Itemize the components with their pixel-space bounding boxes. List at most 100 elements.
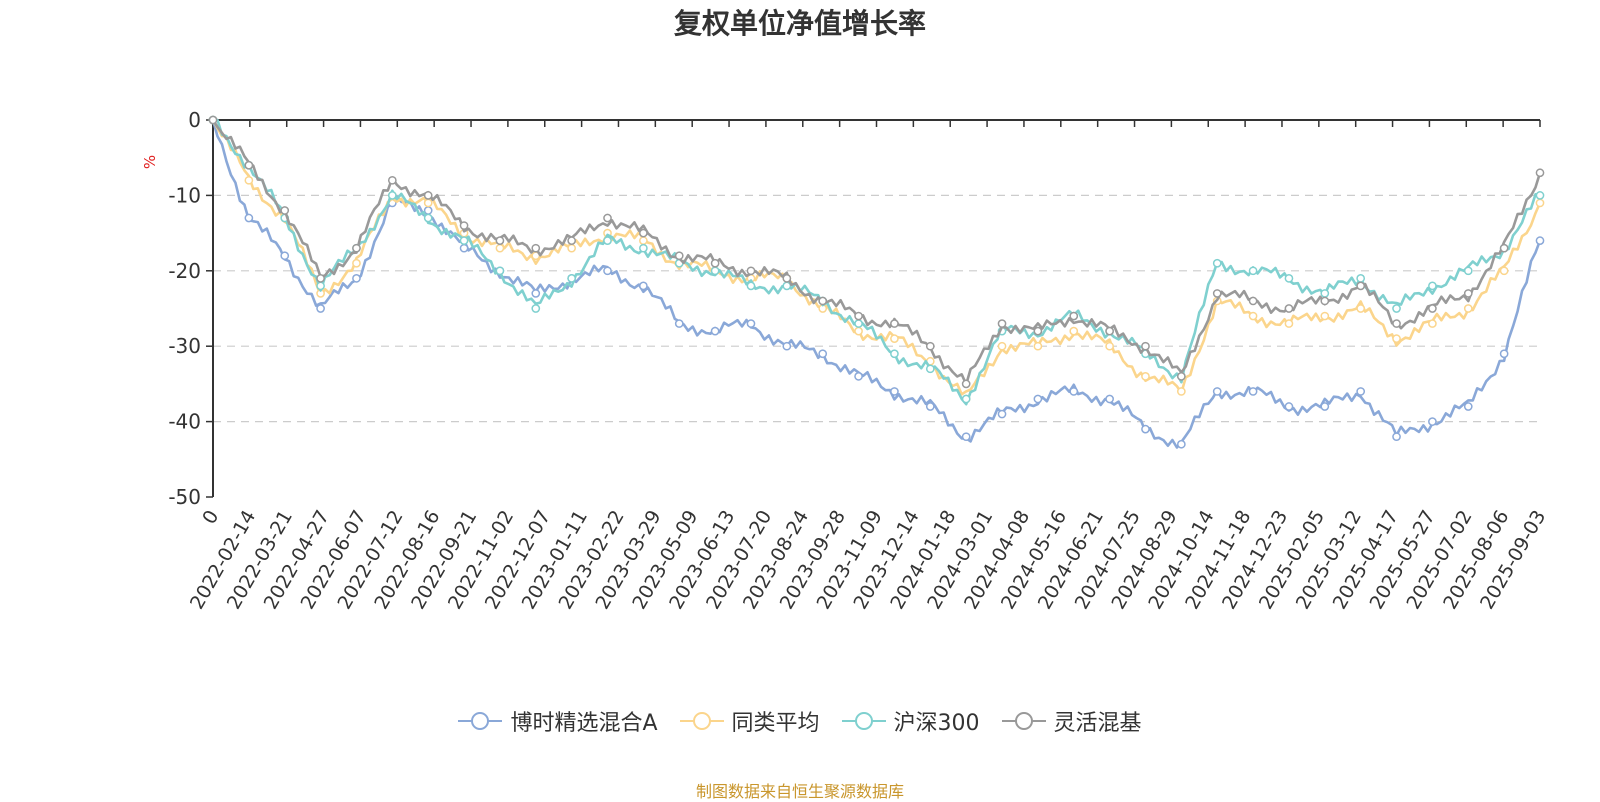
legend-item-1[interactable]: 博时精选混合A (458, 705, 658, 737)
data-point (710, 258, 720, 268)
data-point (459, 243, 469, 253)
data-point (280, 206, 290, 215)
data-point (1356, 387, 1366, 396)
data-point (1392, 319, 1401, 328)
data-point (1356, 273, 1366, 283)
data-point (639, 281, 648, 291)
data-point (1141, 424, 1150, 434)
data-point (1428, 417, 1437, 426)
legend-symbol-icon (1001, 712, 1046, 730)
data-point (387, 175, 397, 185)
data-point (1356, 281, 1366, 291)
data-point (890, 349, 899, 359)
legend-item-3[interactable]: 沪深300 (841, 705, 980, 737)
data-point (818, 349, 828, 359)
data-point (603, 213, 612, 223)
data-point (890, 387, 899, 396)
data-point (1177, 387, 1186, 396)
data-point (1463, 266, 1473, 276)
source-note: 制图数据来自恒生聚源数据库 (695, 782, 904, 801)
data-point (1069, 311, 1079, 321)
data-point (1033, 341, 1043, 351)
data-point (1499, 349, 1509, 359)
y-tick-label: -30 (168, 334, 201, 358)
x-tick-label: 0 (198, 507, 223, 528)
data-point (639, 236, 648, 245)
data-point (1535, 191, 1545, 200)
data-point (531, 243, 541, 253)
series-line-3 (213, 118, 1541, 406)
data-point (854, 372, 863, 381)
legend-label: 博时精选混合A (510, 711, 658, 736)
data-point (387, 191, 397, 200)
data-point (531, 304, 541, 313)
data-point (567, 236, 576, 245)
data-point (1284, 273, 1294, 283)
data-point (1320, 296, 1330, 306)
data-point (1141, 341, 1150, 351)
legend-symbol-icon (841, 712, 886, 730)
data-point (639, 228, 648, 238)
data-point (782, 273, 792, 283)
data-point (316, 281, 325, 291)
data-point (244, 213, 254, 223)
data-point (423, 213, 433, 223)
data-point (423, 206, 433, 215)
data-point (854, 311, 863, 321)
data-point (818, 296, 828, 306)
data-point (1105, 394, 1114, 404)
data-point (1320, 289, 1330, 298)
data-point (316, 273, 325, 283)
legend-label: 沪深300 (893, 711, 980, 736)
data-point (997, 341, 1007, 351)
data-point (1320, 402, 1330, 411)
legend-symbol-icon (458, 712, 503, 730)
y-tick-label: -40 (168, 410, 201, 434)
legend-item-2[interactable]: 同类平均 (679, 705, 820, 737)
data-point (1535, 168, 1545, 178)
data-point (1284, 319, 1294, 328)
data-point (352, 258, 361, 268)
data-point (890, 334, 899, 344)
data-point (1105, 341, 1114, 351)
series-line-2 (211, 119, 1542, 396)
legend-item-4[interactable]: 灵活混基 (1001, 705, 1142, 737)
data-point (1212, 387, 1222, 396)
data-point (1248, 296, 1258, 306)
data-point (710, 266, 720, 276)
data-point (495, 266, 505, 276)
data-point (1463, 304, 1473, 313)
data-point (208, 115, 218, 125)
legend-label: 同类平均 (731, 711, 820, 736)
data-point (1428, 304, 1437, 313)
data-point (854, 326, 863, 336)
data-point (1248, 387, 1258, 396)
data-point (1177, 372, 1186, 381)
y-tick-label: -50 (168, 485, 201, 509)
y-tick-label: -20 (168, 259, 201, 283)
data-point (531, 289, 541, 298)
series-line-4 (211, 119, 1542, 386)
chart-title: 复权单位净值增长率 (673, 7, 926, 40)
data-point (495, 243, 505, 253)
data-point (1428, 319, 1437, 328)
data-point (1428, 281, 1437, 291)
y-tick-label: 0 (188, 108, 201, 132)
data-point (459, 221, 469, 230)
data-point (710, 326, 720, 336)
axes (206, 119, 1541, 498)
data-point (890, 319, 899, 328)
data-point (280, 251, 290, 261)
data-point (997, 409, 1007, 419)
data-point (1499, 266, 1509, 276)
data-point (782, 341, 792, 351)
legend-symbol-icon (679, 712, 724, 730)
data-point (925, 364, 935, 374)
data-point (352, 273, 361, 283)
data-point (1141, 372, 1150, 381)
data-point (782, 281, 792, 291)
y-axis-unit-label: % (141, 155, 159, 169)
data-point (423, 198, 433, 208)
data-point (1463, 402, 1473, 411)
data-point (1248, 311, 1258, 321)
